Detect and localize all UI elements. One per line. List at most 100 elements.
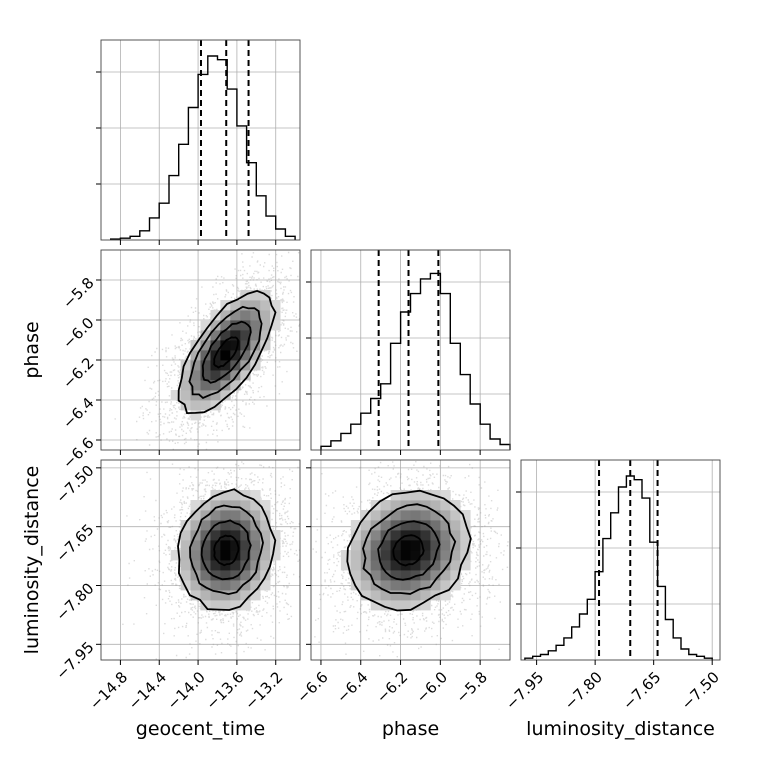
- density-cell: [200, 320, 211, 331]
- density-cell: [380, 540, 391, 551]
- density-cell: [180, 560, 191, 571]
- density-cell: [340, 560, 352, 571]
- density-cell: [240, 300, 251, 311]
- density-cell: [250, 320, 261, 331]
- x-tick-label: −6.4: [333, 668, 371, 706]
- density-cell: [250, 560, 261, 571]
- density-cell: [210, 510, 221, 521]
- density-cell: [260, 500, 271, 511]
- density-cell: [230, 600, 241, 611]
- histogram-step-luminosity_distance: [524, 475, 713, 660]
- density-cell: [230, 560, 241, 571]
- density-cell: [400, 570, 411, 581]
- density-cell: [400, 490, 411, 501]
- density-cell: [410, 550, 421, 561]
- density-cell: [240, 600, 251, 611]
- density-cell: [410, 490, 421, 501]
- contour-level-0: [213, 534, 240, 567]
- density-cell: [230, 350, 241, 361]
- density-cell: [210, 550, 221, 561]
- panel-border: [100, 249, 301, 451]
- density-cell: [220, 490, 231, 501]
- density-cell: [240, 310, 251, 321]
- density-cell: [440, 570, 451, 581]
- density-cell: [190, 400, 201, 411]
- density-cell: [200, 500, 211, 511]
- density-cell: [230, 550, 241, 561]
- density-cell: [390, 550, 401, 561]
- contour-level-0: [213, 336, 239, 369]
- density-cell: [220, 600, 231, 611]
- density-cell: [190, 510, 201, 521]
- density-cell: [210, 320, 221, 331]
- density-cell: [400, 550, 411, 561]
- density-cell: [450, 530, 461, 541]
- density-cell: [200, 590, 211, 601]
- density-cell: [210, 570, 221, 581]
- density-cell: [180, 400, 191, 411]
- density-cell: [230, 340, 241, 351]
- density-cell: [250, 330, 261, 341]
- contour-level-0: [392, 534, 425, 567]
- density-cell: [260, 340, 271, 351]
- density-cell: [200, 530, 211, 541]
- density-cell: [270, 300, 281, 311]
- density-cell: [200, 600, 211, 611]
- density-cell: [370, 530, 381, 541]
- density-cell: [250, 310, 261, 321]
- density-cell: [460, 530, 471, 541]
- contour-level-1: [377, 520, 441, 581]
- density-cell: [250, 510, 261, 521]
- density-cell: [180, 390, 191, 401]
- density-cell: [450, 580, 461, 591]
- density-cell: [260, 300, 271, 311]
- density-cell: [370, 510, 381, 521]
- density-cell: [440, 530, 451, 541]
- density-cell: [270, 320, 281, 331]
- density-cell: [360, 550, 372, 561]
- density-cell: [360, 530, 372, 541]
- density-cell: [180, 380, 191, 391]
- density-cell: [390, 560, 401, 571]
- density-cell: [230, 570, 241, 581]
- x-tick-label: −7.80: [561, 668, 606, 713]
- x-tick-label: −6.2: [373, 668, 411, 706]
- density-cell: [420, 540, 431, 551]
- density-cell: [370, 560, 381, 571]
- density-cell: [210, 580, 221, 591]
- density-cell: [250, 290, 261, 301]
- density-cell: [440, 520, 451, 531]
- density-cell: [180, 360, 191, 371]
- density-cell: [250, 340, 261, 351]
- contour-level-1: [201, 320, 252, 384]
- density-cell: [360, 560, 372, 571]
- density-cell: [420, 530, 431, 541]
- panel-scatter-luminosity_distance-vs-phase: [310, 459, 511, 661]
- density-cell: [370, 540, 381, 551]
- x-tick-label: −14.4: [125, 668, 170, 713]
- panel-border: [310, 459, 511, 661]
- density-cell: [170, 550, 181, 561]
- density-cell: [260, 550, 271, 561]
- density-cell: [430, 560, 441, 571]
- density-cell: [200, 520, 211, 531]
- density-cell: [220, 390, 231, 401]
- x-tick-label: −6.0: [413, 668, 451, 706]
- density-cell: [410, 510, 421, 521]
- density-cell: [380, 500, 391, 511]
- y-tick-label: −7.80: [52, 579, 97, 624]
- density-cell: [380, 580, 391, 591]
- x-tick-label: −13.6: [202, 668, 247, 713]
- density-cell: [200, 360, 211, 371]
- density-cell: [230, 510, 241, 521]
- density-cell: [260, 540, 271, 551]
- y-tick-label: −5.8: [59, 274, 97, 312]
- density-cell: [360, 590, 372, 601]
- y-axis-label-luminosity_distance: luminosity_distance: [21, 466, 43, 655]
- density-cell: [220, 340, 231, 351]
- density-cell: [200, 580, 211, 591]
- y-tick-label: −6.2: [59, 354, 97, 392]
- density-cell: [410, 560, 421, 571]
- y-axis-label-phase: phase: [21, 321, 43, 378]
- density-cell: [200, 330, 211, 341]
